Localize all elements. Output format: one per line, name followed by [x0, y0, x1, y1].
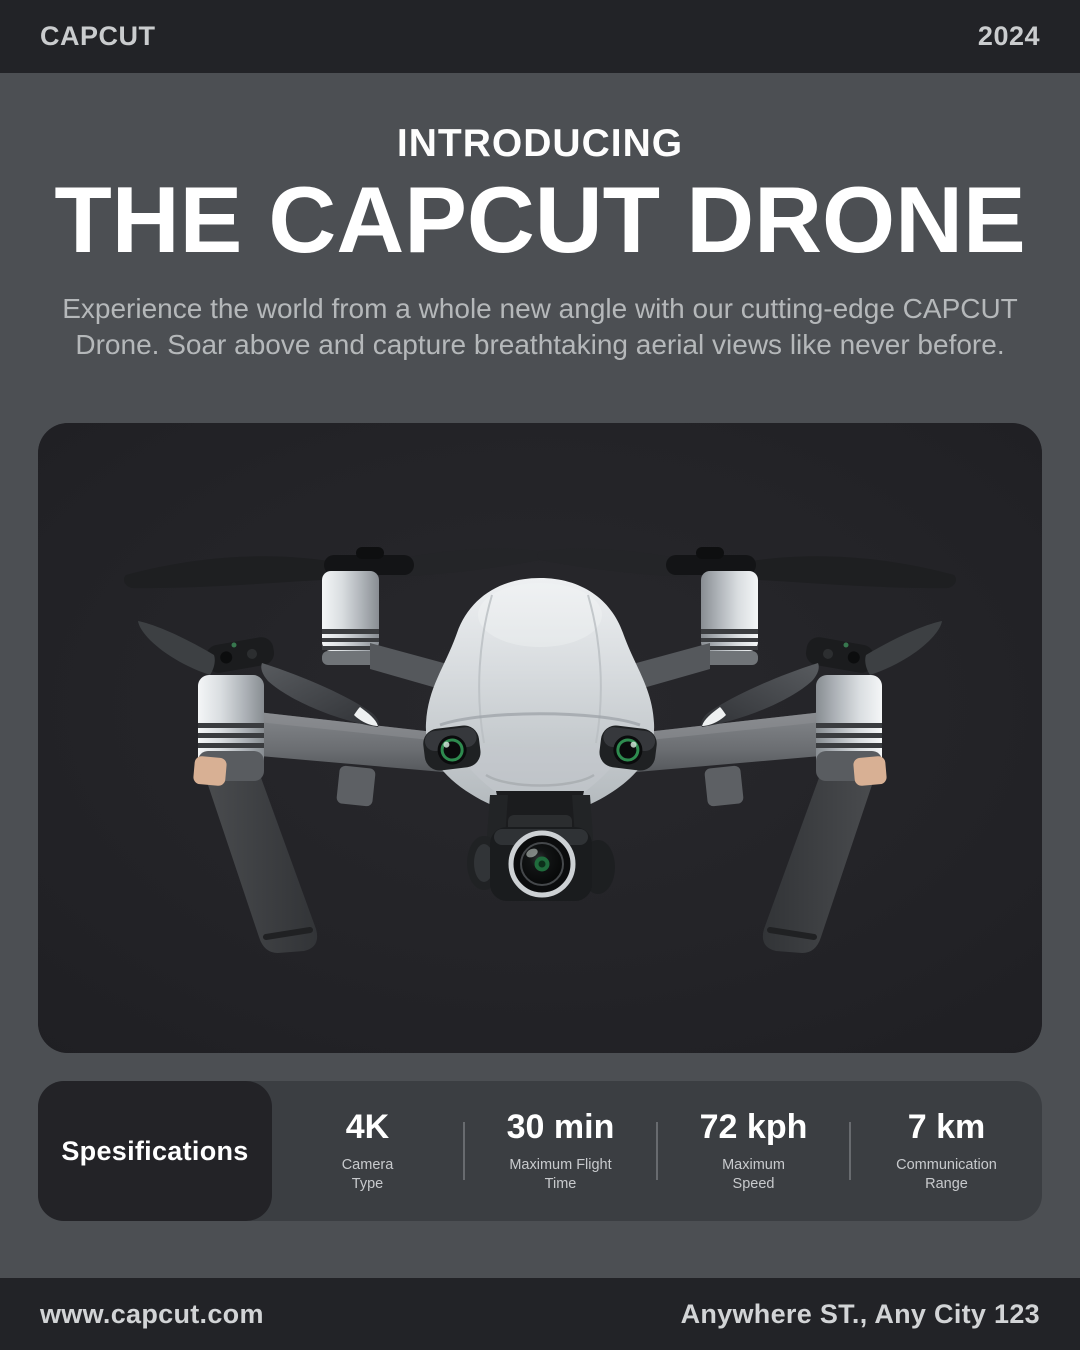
spec-columns: 4K Camera Type 30 min Maximum Flight Tim…: [272, 1081, 1042, 1221]
spec-item-flight-time: 30 min Maximum Flight Time: [465, 1108, 656, 1194]
spec-divider: [656, 1122, 658, 1180]
header-bar: CAPCUT 2024: [0, 0, 1080, 73]
brand-logo-text: CAPCUT: [40, 21, 156, 51]
spec-heading: Spesifications: [38, 1081, 272, 1221]
spec-label: Camera Type: [341, 1157, 394, 1192]
hero-section: INTRODUCING THE CAPCUT DRONE Experience …: [0, 73, 1080, 363]
spec-item-speed: 72 kph Maximum Speed: [658, 1108, 849, 1194]
spec-item-camera: 4K Camera Type: [272, 1108, 463, 1194]
drone-illustration: [38, 423, 1042, 1053]
drone-front-sensor: [596, 722, 660, 774]
spec-divider: [463, 1122, 465, 1180]
spec-bar: Spesifications 4K Camera Type 30 min Max…: [38, 1081, 1042, 1221]
footer-address: Anywhere ST., Any City 123: [680, 1298, 1040, 1329]
drone-gimbal-camera: [467, 791, 615, 901]
drone-body: [425, 578, 655, 815]
spec-value: 7 km: [907, 1108, 986, 1146]
spec-label: Communication Range: [896, 1157, 997, 1192]
spec-divider: [849, 1122, 851, 1180]
spec-label: Maximum Flight Time: [509, 1157, 612, 1192]
drone-front-sensor: [423, 725, 481, 771]
product-image-panel: [38, 423, 1042, 1053]
spec-item-range: 7 km Communication Range: [851, 1108, 1042, 1194]
spec-label: Maximum Speed: [722, 1157, 785, 1192]
hero-subtitle-line1: Experience the world from a whole new an…: [62, 293, 1018, 324]
footer-bar: www.capcut.com Anywhere ST., Any City 12…: [0, 1278, 1080, 1350]
hero-subtitle: Experience the world from a whole new an…: [0, 291, 1080, 363]
page-title: THE CAPCUT DRONE: [54, 167, 1026, 272]
hero-kicker: INTRODUCING: [396, 122, 684, 165]
hero-subtitle-line2: Drone. Soar above and capture breathtaki…: [75, 329, 1005, 360]
spec-value: 72 kph: [699, 1108, 808, 1146]
spec-value: 4K: [345, 1108, 390, 1146]
footer-website: www.capcut.com: [40, 1298, 264, 1329]
header-year: 2024: [977, 21, 1040, 51]
spec-value: 30 min: [506, 1108, 615, 1146]
